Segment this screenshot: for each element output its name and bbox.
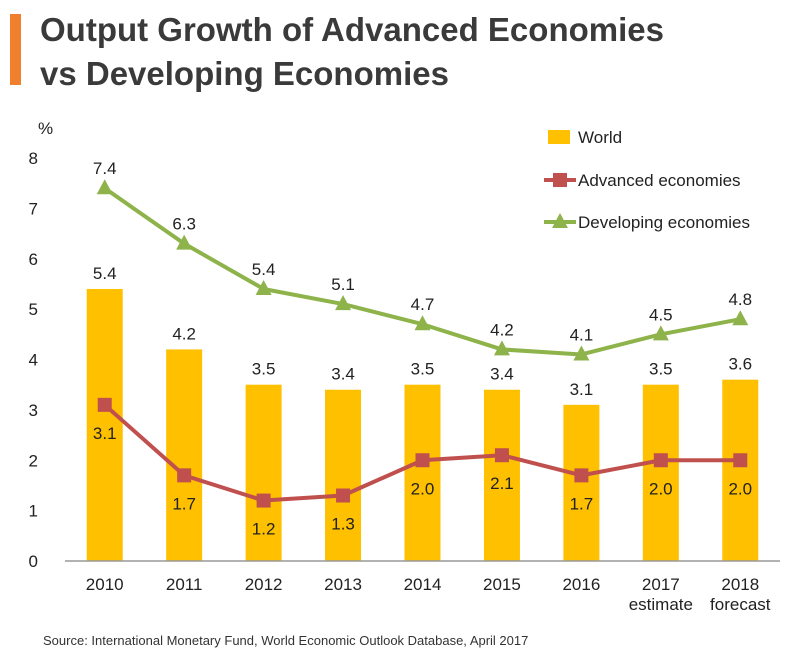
- advanced-value-label: 2.1: [490, 474, 514, 493]
- y-tick-label: 8: [29, 149, 38, 168]
- page-title: Output Growth of Advanced Economies vs D…: [40, 8, 664, 96]
- developing-value-label: 4.8: [728, 290, 752, 309]
- marker-advanced: [97, 397, 112, 412]
- y-tick-label: 5: [29, 300, 38, 319]
- bar-world-value-label: 3.4: [490, 365, 514, 384]
- marker-developing: [414, 315, 431, 331]
- marker-advanced: [336, 488, 351, 503]
- advanced-value-label: 2.0: [649, 479, 673, 498]
- bar-world-value-label: 5.4: [93, 264, 117, 283]
- advanced-value-label: 1.7: [172, 494, 196, 513]
- bar-world-value-label: 3.5: [252, 360, 276, 379]
- bar-world-value-label: 4.2: [172, 324, 196, 343]
- marker-advanced: [177, 468, 192, 483]
- y-tick-label: 4: [29, 351, 38, 370]
- source-note: Source: International Monetary Fund, Wor…: [43, 633, 529, 648]
- x-tick-label: 2017: [642, 575, 680, 594]
- x-tick-label: 2018: [721, 575, 759, 594]
- x-tick-label: 2015: [483, 575, 521, 594]
- legend-label-advanced: Advanced economies: [578, 171, 741, 190]
- developing-value-label: 4.5: [649, 305, 673, 324]
- legend-label-developing: Developing economies: [578, 213, 750, 232]
- legend-marker-developing: [552, 213, 568, 228]
- marker-advanced: [574, 468, 589, 483]
- developing-value-label: 5.1: [331, 275, 355, 294]
- advanced-value-label: 3.1: [93, 424, 117, 443]
- marker-developing: [335, 295, 352, 311]
- advanced-value-label: 1.7: [570, 494, 594, 513]
- title-line-2: vs Developing Economies: [40, 55, 449, 92]
- advanced-value-label: 2.0: [411, 479, 435, 498]
- y-axis-unit-label: %: [38, 119, 53, 138]
- marker-developing: [255, 279, 272, 295]
- x-tick-label: forecast: [710, 595, 771, 614]
- marker-advanced: [256, 493, 271, 508]
- bar-world-value-label: 3.5: [411, 360, 435, 379]
- bar-world-value-label: 3.5: [649, 360, 673, 379]
- bar-world-value-label: 3.4: [331, 365, 355, 384]
- x-tick-label: 2016: [562, 575, 600, 594]
- x-tick-label: estimate: [629, 595, 693, 614]
- bar-world: [245, 384, 282, 561]
- marker-advanced: [653, 453, 668, 468]
- x-tick-label: 2013: [324, 575, 362, 594]
- y-tick-label: 7: [29, 199, 38, 218]
- bar-world-value-label: 3.6: [728, 355, 752, 374]
- bar-world-value-label: 3.1: [570, 380, 594, 399]
- y-tick-label: 3: [29, 401, 38, 420]
- developing-value-label: 6.3: [172, 215, 196, 234]
- y-tick-label: 2: [29, 451, 38, 470]
- marker-advanced: [733, 453, 748, 468]
- bar-world: [563, 404, 600, 561]
- title-accent-bar: [10, 14, 21, 85]
- advanced-value-label: 2.0: [728, 479, 752, 498]
- marker-developing: [176, 234, 193, 250]
- advanced-value-label: 1.2: [252, 520, 276, 539]
- y-tick-label: 6: [29, 250, 38, 269]
- marker-advanced: [415, 453, 430, 468]
- developing-value-label: 4.7: [411, 295, 435, 314]
- y-tick-label: 1: [29, 502, 38, 521]
- developing-value-label: 4.1: [570, 325, 594, 344]
- legend-marker-advanced: [553, 173, 567, 187]
- y-tick-label: 0: [29, 552, 38, 571]
- legend-swatch-world: [548, 130, 570, 144]
- bar-world: [325, 389, 362, 561]
- bar-world: [404, 384, 441, 561]
- advanced-value-label: 1.3: [331, 515, 355, 534]
- bar-world: [86, 288, 123, 561]
- title-line-1: Output Growth of Advanced Economies: [40, 11, 664, 48]
- marker-developing: [652, 325, 669, 341]
- developing-value-label: 5.4: [252, 260, 276, 279]
- x-tick-label: 2014: [404, 575, 442, 594]
- marker-developing: [96, 179, 113, 195]
- marker-developing: [573, 345, 590, 361]
- legend-label-world: World: [578, 128, 622, 147]
- developing-value-label: 4.2: [490, 320, 514, 339]
- developing-value-label: 7.4: [93, 159, 117, 178]
- x-tick-label: 2010: [86, 575, 124, 594]
- marker-advanced: [494, 448, 509, 463]
- bar-world: [483, 389, 520, 561]
- bar-world: [642, 384, 679, 561]
- x-tick-label: 2011: [166, 575, 203, 594]
- bar-world: [722, 379, 759, 561]
- marker-developing: [493, 340, 510, 356]
- marker-developing: [732, 310, 749, 326]
- x-tick-label: 2012: [245, 575, 283, 594]
- bar-world: [166, 349, 203, 561]
